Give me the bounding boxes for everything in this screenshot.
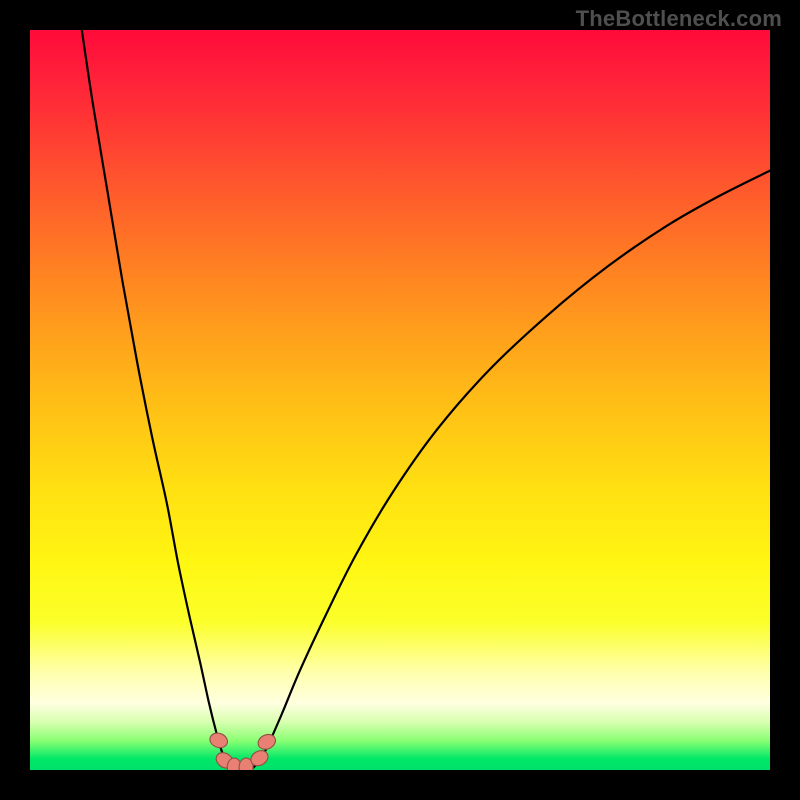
watermark-text: TheBottleneck.com	[576, 6, 782, 32]
gradient-plot	[30, 30, 770, 770]
plot-svg	[30, 30, 770, 770]
chart-container: TheBottleneck.com	[0, 0, 800, 800]
